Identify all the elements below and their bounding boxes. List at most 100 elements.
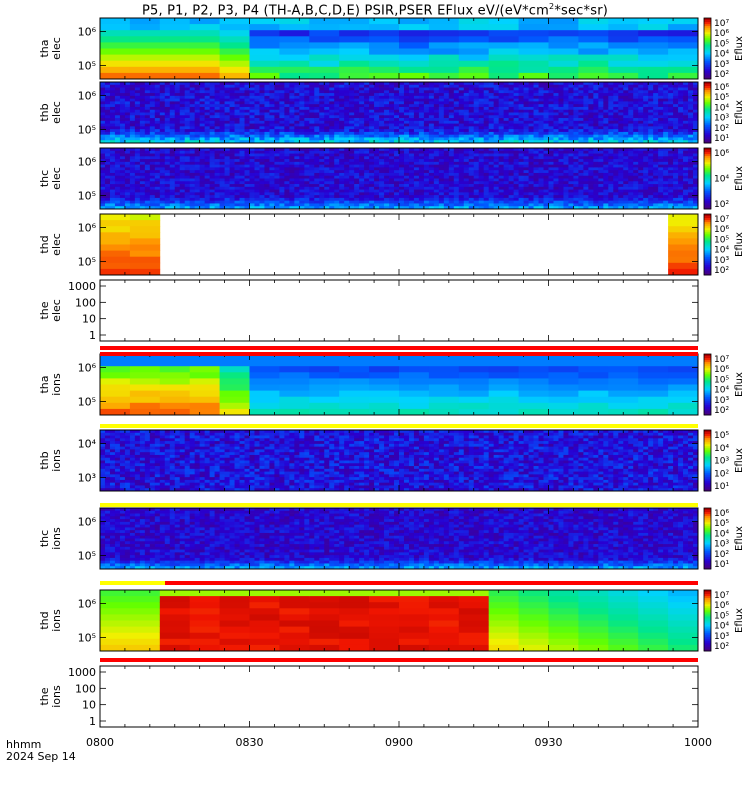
- colorbar-frame: [703, 589, 712, 652]
- colorbar-tick-label: 10⁵: [714, 611, 729, 621]
- x-tick-label: 0900: [385, 736, 413, 749]
- flag-bar: [100, 581, 165, 585]
- colorbar-tick-label: 10²: [714, 642, 729, 652]
- colorbar-tick-label: 10⁴: [714, 622, 729, 632]
- panel-label: thbelec: [38, 101, 63, 124]
- date-label: 2024 Sep 14: [6, 750, 76, 763]
- colorbar-frame: [703, 507, 712, 570]
- y-tick-label: 10⁵: [78, 396, 96, 409]
- colorbar-tick-label: 10⁶: [714, 509, 729, 519]
- panel-label: thcelec: [38, 167, 63, 190]
- colorbar-frame: [703, 17, 712, 80]
- y-tick-label: 10⁵: [78, 60, 96, 73]
- x-units-label: hhmm: [6, 738, 41, 751]
- x-tick-label: 0830: [236, 736, 264, 749]
- colorbar-tick-label: 10⁴: [714, 386, 729, 396]
- y-tick-label: 10⁶: [78, 515, 97, 528]
- panel-label: thaions: [38, 373, 63, 396]
- colorbar-tick-label: 10⁶: [714, 225, 729, 235]
- colorbar-tick-label: 10²: [714, 266, 729, 276]
- colorbar-frame: [703, 81, 712, 144]
- panel-label: thcions: [38, 527, 63, 550]
- colorbar-label: Eflux: [734, 232, 745, 257]
- flag-bar: [100, 424, 698, 428]
- colorbar-label: Eflux: [734, 166, 745, 191]
- colorbar-label: Eflux: [734, 608, 745, 633]
- flag-bar: [100, 658, 698, 662]
- colorbar-tick-label: 10³: [714, 396, 729, 406]
- y-tick-label: 10⁶: [78, 361, 97, 374]
- colorbar-tick-label: 10⁵: [714, 93, 729, 103]
- colorbar-tick-label: 10⁶: [714, 601, 729, 611]
- colorbar-frame: [703, 353, 712, 416]
- y-tick-label: 10⁶: [78, 25, 97, 38]
- colorbar-frame: [703, 213, 712, 276]
- panel-thc-elec: 10⁵ 10⁶ thcelec 10⁶ 10⁴ 10² Eflux: [38, 147, 745, 210]
- y-tick-label: 10⁶: [78, 89, 97, 102]
- panel-label: theions: [38, 685, 63, 708]
- y-tick-label: 1000: [68, 666, 96, 679]
- x-tick-label: 0930: [535, 736, 563, 749]
- colorbar-tick-label: 10⁷: [714, 19, 729, 29]
- panel-label: theelec: [38, 299, 63, 322]
- colorbar-tick-label: 10¹: [714, 134, 729, 144]
- y-tick-label: 1: [89, 329, 96, 342]
- y-tick-label: 10⁵: [78, 124, 96, 137]
- y-tick-label: 10⁶: [78, 221, 97, 234]
- colorbar-tick-label: 10³: [714, 256, 729, 266]
- panel-frame: [99, 665, 699, 728]
- panel-label: thdions: [38, 609, 63, 632]
- y-tick-label: 1000: [68, 280, 96, 293]
- colorbar-tick-label: 10³: [714, 540, 729, 550]
- colorbar-tick-label: 10⁴: [714, 246, 729, 256]
- colorbar-label: Eflux: [734, 100, 745, 125]
- flag-bar: [100, 346, 698, 350]
- colorbar-label: Eflux: [734, 372, 745, 397]
- colorbar-label: Eflux: [734, 526, 745, 551]
- colorbar-tick-label: 10⁷: [714, 591, 729, 601]
- y-tick-label: 10: [82, 313, 96, 326]
- y-tick-label: 1: [89, 715, 96, 728]
- colorbar-tick-label: 10⁴: [714, 103, 729, 113]
- colorbar-tick-label: 10⁵: [714, 519, 729, 529]
- colorbar-tick-label: 10⁵: [714, 431, 729, 441]
- colorbar-frame: [703, 147, 712, 210]
- panel-label: thaelec: [38, 37, 63, 60]
- y-tick-label: 10⁵: [78, 632, 96, 645]
- panel-thb-ions: 10³ 10⁴ thbions 10⁵ 10⁴ 10³ 10² 10¹ Eflux: [38, 429, 745, 492]
- x-tick-label: 1000: [684, 736, 712, 749]
- flag-bar: [100, 503, 698, 507]
- panel-the-elec: 1 10 100 1000 theelec: [38, 279, 699, 342]
- y-tick-label: 10⁵: [78, 550, 96, 563]
- colorbar-tick-label: 10⁴: [714, 175, 729, 185]
- y-tick-label: 10⁶: [78, 155, 97, 168]
- panel-label: thbions: [38, 449, 63, 472]
- colorbar-tick-label: 10⁷: [714, 215, 729, 225]
- colorbar-tick-label: 10²: [714, 550, 729, 560]
- colorbar-tick-label: 10³: [714, 60, 729, 70]
- colorbar-tick-label: 10³: [714, 632, 729, 642]
- y-tick-label: 10⁴: [78, 437, 97, 450]
- colorbar-tick-label: 10¹: [714, 560, 729, 570]
- flag-bar: [165, 581, 698, 585]
- colorbar-tick-label: 10²: [714, 124, 729, 134]
- colorbar-tick-label: 10⁴: [714, 50, 729, 60]
- colorbar-tick-label: 10⁵: [714, 375, 729, 385]
- y-tick-label: 10⁵: [78, 190, 96, 203]
- colorbar-tick-label: 10²: [714, 406, 729, 416]
- panel-the-ions: 1 10 100 1000 theions: [38, 665, 699, 728]
- flag-bar: [100, 352, 698, 356]
- colorbar-tick-label: 10²: [714, 70, 729, 80]
- colorbar-tick-label: 10²: [714, 200, 729, 210]
- colorbar-tick-label: 10³: [714, 457, 729, 467]
- colorbar-label: Eflux: [734, 448, 745, 473]
- y-tick-label: 10³: [78, 472, 96, 485]
- panel-frame: [99, 279, 699, 342]
